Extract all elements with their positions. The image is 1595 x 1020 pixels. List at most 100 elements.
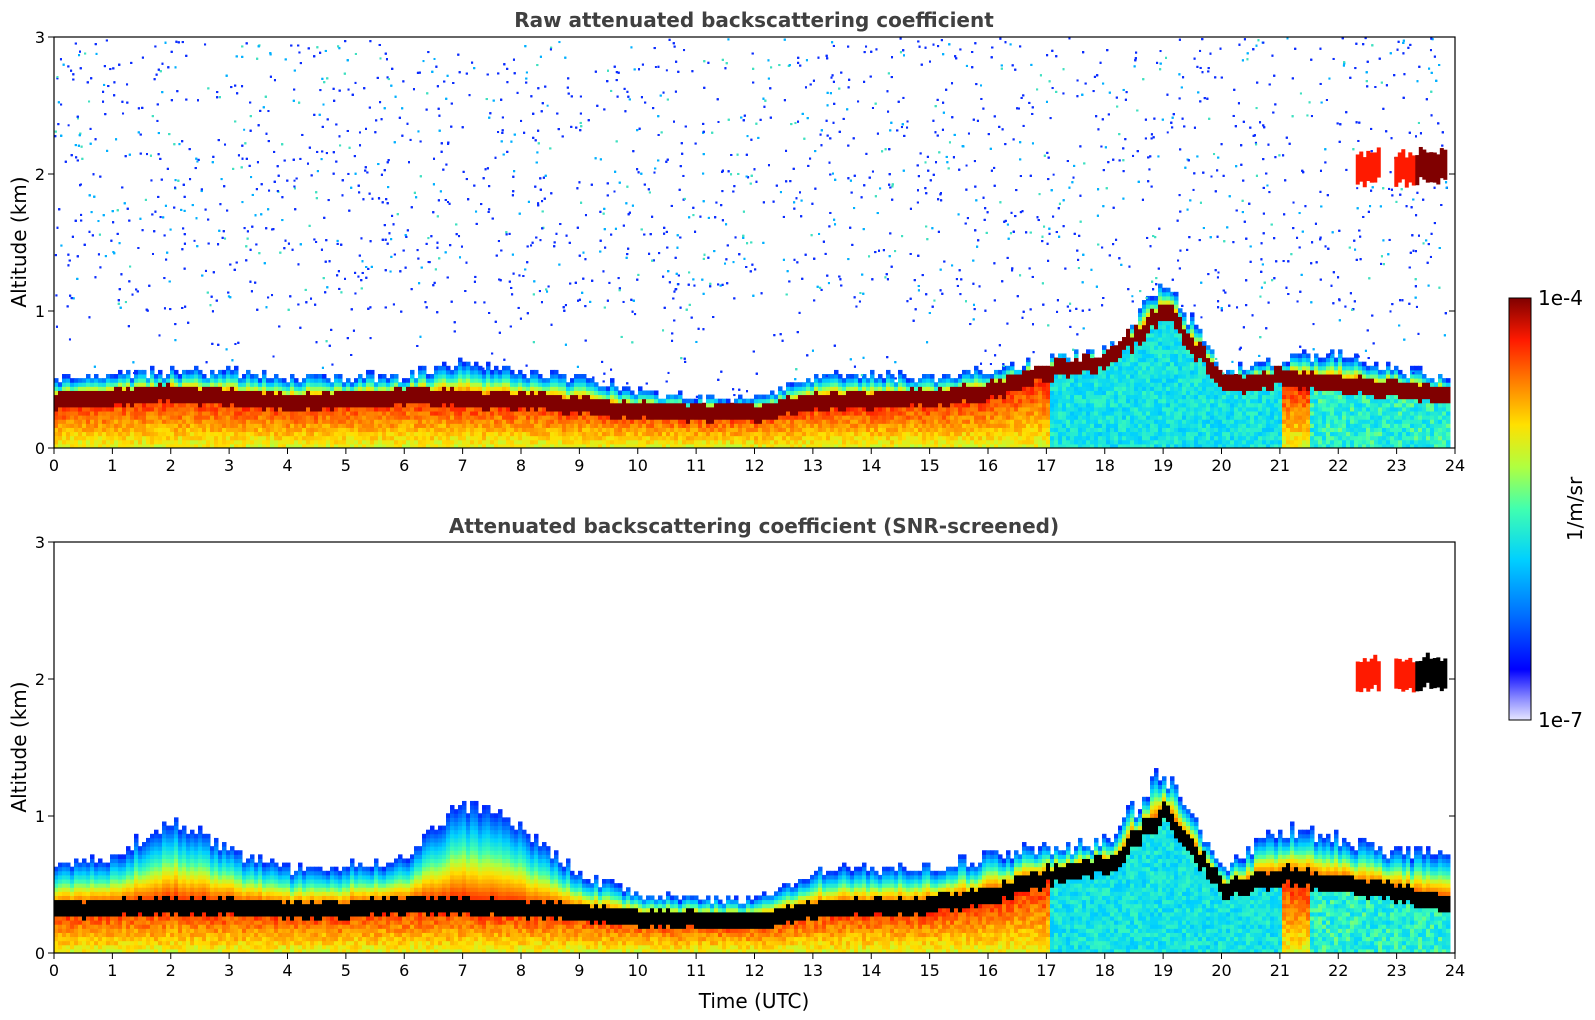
heatmap-cell bbox=[314, 402, 319, 408]
heatmap-cell bbox=[954, 406, 959, 412]
heatmap-cell bbox=[766, 431, 771, 437]
heatmap-cell bbox=[734, 411, 739, 416]
heatmap-cell bbox=[158, 398, 163, 404]
heatmap-cell bbox=[278, 423, 283, 428]
heatmap-cell bbox=[1122, 443, 1127, 448]
heatmap-cell bbox=[390, 423, 395, 428]
heatmap-cell bbox=[902, 419, 907, 424]
heatmap-cell bbox=[830, 415, 835, 420]
heatmap-cell bbox=[838, 435, 843, 441]
heatmap-cell bbox=[1034, 443, 1039, 448]
heatmap-cell bbox=[298, 390, 303, 396]
heatmap-cell bbox=[86, 390, 91, 396]
heatmap-cell bbox=[1050, 382, 1055, 387]
heatmap-cell bbox=[282, 406, 287, 412]
heatmap-column bbox=[982, 374, 987, 448]
heatmap-cell bbox=[1038, 398, 1043, 404]
heatmap-cell bbox=[562, 415, 567, 420]
heatmap-cell bbox=[738, 427, 743, 433]
heatmap-cell bbox=[566, 439, 571, 445]
heatmap-cell bbox=[1082, 365, 1087, 371]
heatmap-cell bbox=[502, 415, 507, 420]
heatmap-cell bbox=[358, 386, 363, 391]
heatmap-cell bbox=[214, 431, 219, 437]
heatmap-cell bbox=[906, 386, 911, 391]
heatmap-cell bbox=[1094, 357, 1099, 363]
heatmap-cell bbox=[866, 427, 871, 433]
heatmap-cell bbox=[966, 411, 971, 416]
heatmap-cell bbox=[342, 431, 347, 437]
heatmap-cell bbox=[958, 394, 963, 400]
heatmap-cell bbox=[706, 435, 711, 441]
heatmap-cell bbox=[954, 411, 959, 416]
heatmap-cell bbox=[1026, 431, 1031, 437]
heatmap-cell bbox=[150, 374, 155, 379]
heatmap-cell bbox=[846, 402, 851, 408]
heatmap-cell bbox=[930, 374, 935, 379]
heatmap-cell bbox=[162, 398, 167, 404]
heatmap-cell bbox=[70, 439, 75, 445]
heatmap-cell bbox=[490, 411, 495, 416]
heatmap-cell bbox=[486, 419, 491, 424]
heatmap-cell bbox=[1118, 369, 1123, 375]
heatmap-cell bbox=[970, 402, 975, 408]
heatmap-cell bbox=[210, 427, 215, 433]
heatmap-cell bbox=[582, 415, 587, 420]
heatmap-cell bbox=[1090, 419, 1095, 424]
heatmap-column bbox=[546, 378, 551, 448]
heatmap-cell bbox=[390, 439, 395, 445]
heatmap-cell bbox=[522, 415, 527, 420]
heatmap-cell bbox=[1038, 394, 1043, 400]
heatmap-cell bbox=[330, 439, 335, 445]
heatmap-column bbox=[146, 378, 151, 448]
heatmap-cell bbox=[422, 435, 427, 441]
heatmap-cell bbox=[1046, 386, 1051, 391]
heatmap-cell bbox=[1042, 369, 1047, 375]
heatmap-cell bbox=[166, 435, 171, 441]
heatmap-cell bbox=[658, 402, 663, 408]
heatmap-cell bbox=[774, 411, 779, 416]
heatmap-cell bbox=[690, 439, 695, 445]
heatmap-cell bbox=[258, 378, 263, 383]
heatmap-cell bbox=[626, 390, 631, 396]
heatmap-cell bbox=[490, 386, 495, 391]
heatmap-cell bbox=[1042, 398, 1047, 404]
heatmap-cell bbox=[586, 398, 591, 404]
heatmap-cell bbox=[878, 423, 883, 428]
heatmap-cell bbox=[690, 427, 695, 433]
heatmap-cell bbox=[1018, 423, 1023, 428]
heatmap-cell bbox=[386, 415, 391, 420]
heatmap-cell bbox=[118, 394, 123, 400]
heatmap-cell bbox=[362, 415, 367, 420]
heatmap-cell bbox=[466, 382, 471, 387]
heatmap-cell bbox=[750, 427, 755, 433]
heatmap-cell bbox=[582, 443, 587, 448]
heatmap-cell bbox=[310, 423, 315, 428]
heatmap-cell bbox=[546, 439, 551, 445]
heatmap-cell bbox=[810, 402, 815, 408]
heatmap-cell bbox=[146, 398, 151, 404]
heatmap-cell bbox=[582, 402, 587, 408]
heatmap-cell bbox=[58, 415, 63, 420]
heatmap-cell bbox=[1022, 369, 1027, 375]
heatmap-cell bbox=[1050, 386, 1055, 391]
heatmap-cell bbox=[154, 374, 159, 379]
heatmap-cell bbox=[926, 398, 931, 404]
heatmap-column bbox=[530, 369, 535, 448]
heatmap-cell bbox=[1054, 406, 1059, 412]
heatmap-cell bbox=[302, 382, 307, 387]
heatmap-cell bbox=[274, 394, 279, 400]
heatmap-cell bbox=[94, 394, 99, 400]
heatmap-cell bbox=[538, 431, 543, 437]
heatmap-cell bbox=[258, 394, 263, 400]
heatmap-cell bbox=[366, 369, 371, 375]
heatmap-cell bbox=[1058, 402, 1063, 408]
heatmap-cell bbox=[142, 386, 147, 391]
heatmap-cell bbox=[562, 431, 567, 437]
heatmap-cell bbox=[890, 435, 895, 441]
heatmap-column bbox=[434, 365, 439, 448]
heatmap-cell bbox=[494, 386, 499, 391]
heatmap-cell bbox=[698, 398, 703, 404]
heatmap-cell bbox=[670, 394, 675, 400]
heatmap-cell bbox=[294, 398, 299, 404]
